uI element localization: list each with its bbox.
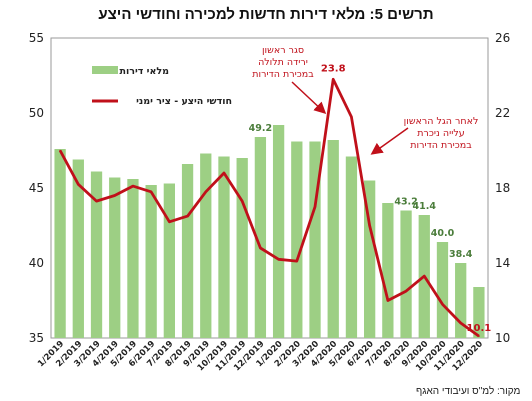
bar-4/2019: [109, 177, 121, 338]
line-label-4/2020: 23.8: [321, 63, 346, 74]
left-tick-40: 40: [29, 256, 44, 270]
line-point-3/2019: [95, 200, 98, 202]
line-point-8/2019: [186, 215, 189, 217]
bar-6/2020: [364, 180, 376, 338]
bar-1/2019: [54, 149, 66, 338]
right-tick-10: 10: [495, 331, 510, 345]
line-point-7/2020: [387, 299, 389, 302]
bar-label-10/2020: 40.0: [431, 228, 455, 239]
bar-label-12/2019: 49.2: [249, 123, 272, 134]
bar-2/2020: [291, 141, 303, 338]
annotation-1-line-2: ירידה תלולה: [258, 57, 308, 68]
annotation-1-arrow: [291, 81, 327, 115]
left-axis-ticks: 35 40 45 50 55: [29, 31, 44, 345]
left-tick-35: 35: [29, 331, 44, 345]
bar-3/2019: [90, 171, 103, 338]
bar-10/2020: [436, 242, 449, 338]
line-point-7/2019: [168, 220, 171, 223]
line-point-12/2020: [478, 335, 480, 337]
annotation-2-line-3: במכירת הדירות: [410, 140, 472, 151]
bar-5/2019: [127, 179, 139, 338]
annotations: סגר ראשון ירידה תלולה במכירת הדירות לאחר…: [252, 45, 479, 155]
annotation-2-line-1: לאחר הגל הראשון: [404, 116, 479, 127]
bar-series: [54, 125, 485, 338]
plot-area: [50, 37, 489, 339]
legend: מלאי דירות חודשי היצע - ציר ימני: [92, 66, 232, 107]
legend-label-line: חודשי היצע - ציר ימני: [136, 96, 232, 107]
legend-label-bars: מלאי דירות: [120, 66, 170, 77]
bar-6/2019: [145, 185, 157, 338]
bar-7/2019: [163, 183, 175, 338]
bar-7/2020: [382, 203, 394, 338]
bar-12/2019: [254, 137, 267, 338]
bar-2/2019: [72, 159, 84, 338]
legend-swatch-bars: [92, 66, 118, 74]
line-point-10/2019: [223, 172, 225, 174]
line-point-5/2019: [132, 185, 134, 187]
left-tick-50: 50: [29, 106, 44, 120]
line-point-8/2020: [405, 290, 407, 292]
line-path: [58, 77, 480, 338]
bar-5/2020: [345, 156, 358, 338]
bar-8/2020: [400, 210, 412, 338]
source-note: מקור: למ"ס ועיבודי האגף: [416, 386, 521, 397]
line-point-9/2020: [423, 275, 426, 277]
line-point-3/2020: [314, 205, 316, 208]
chart-title: תרשים 5: מלאי דירות חדשות למכירה וחודשי …: [98, 6, 434, 23]
line-point-10/2020: [441, 303, 444, 306]
line-point-6/2019: [150, 190, 152, 193]
bar-label-11/2020: 38.4: [449, 249, 473, 260]
bar-9/2019: [200, 153, 212, 338]
line-point-4/2019: [113, 194, 116, 197]
line-point-2/2019: [77, 183, 80, 186]
right-tick-22: 22: [495, 106, 510, 120]
right-axis-ticks: 10 14 18 22 26: [495, 31, 510, 345]
bar-10/2019: [218, 156, 230, 338]
bar-12/2020: [473, 287, 485, 338]
left-tick-55: 55: [29, 31, 44, 45]
right-tick-18: 18: [495, 181, 510, 195]
annotation-1-line-3: במכירת הדירות: [252, 69, 314, 80]
bar-label-8/2020: 43.2: [394, 197, 417, 208]
line-point-12/2019: [259, 247, 262, 249]
annotation-2-line-2: עלייה ניכרת: [417, 128, 464, 139]
annotation-2-arrow: [370, 127, 409, 155]
left-tick-45: 45: [29, 181, 44, 195]
right-tick-26: 26: [495, 31, 510, 45]
line-point-4/2020: [332, 78, 335, 81]
line-point-1/2020: [277, 258, 280, 261]
line-data-labels: 23.8 10.1: [321, 63, 491, 334]
line-point-11/2020: [459, 322, 462, 324]
line-series: [58, 77, 480, 338]
line-point-2/2020: [296, 260, 298, 262]
line-point-5/2020: [350, 115, 353, 118]
bar-8/2019: [181, 164, 194, 338]
right-tick-14: 14: [495, 256, 510, 270]
bar-3/2020: [309, 141, 321, 338]
bar-4/2020: [327, 140, 339, 338]
bar-11/2020: [455, 263, 467, 338]
line-point-9/2019: [204, 190, 207, 193]
bar-label-9/2020: 41.4: [413, 201, 437, 212]
bar-1/2020: [272, 125, 285, 338]
line-point-1/2019: [59, 149, 61, 152]
x-axis-ticks: 1/20192/20193/20194/20195/20196/20197/20…: [36, 339, 485, 373]
line-label-12/2020: 10.1: [467, 323, 492, 334]
bar-11/2019: [236, 158, 248, 338]
bar-data-labels: 49.2 43.241.4 40.0 38.4: [249, 123, 473, 260]
line-point-6/2020: [368, 224, 371, 227]
annotation-1-line-1: סגר ראשון: [262, 45, 304, 56]
line-point-11/2019: [241, 200, 243, 202]
